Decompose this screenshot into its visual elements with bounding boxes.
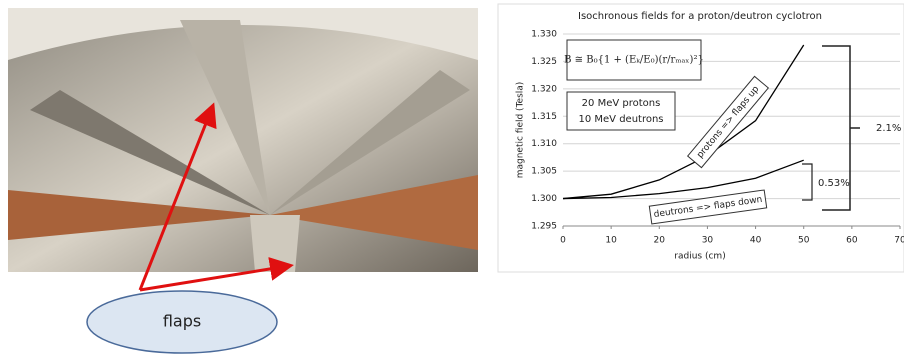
annotation: 10 MeV deutrons bbox=[578, 114, 663, 125]
series-line bbox=[562, 159, 804, 200]
x-tick-label: 70 bbox=[894, 236, 904, 246]
x-tick-label: 30 bbox=[702, 236, 714, 246]
x-tick-label: 0 bbox=[560, 236, 566, 246]
x-tick-label: 50 bbox=[798, 236, 810, 246]
photo bbox=[8, 8, 478, 272]
x-axis-label: radius (cm) bbox=[674, 252, 725, 262]
y-tick-label: 1.300 bbox=[531, 194, 557, 204]
y-tick-label: 1.320 bbox=[531, 84, 557, 94]
formula-box bbox=[566, 39, 702, 81]
x-tick-label: 20 bbox=[654, 236, 666, 246]
series-line bbox=[562, 44, 805, 200]
y-tick-label: 1.315 bbox=[531, 112, 557, 122]
y-tick-label: 1.325 bbox=[531, 57, 557, 67]
arrow bbox=[138, 102, 217, 291]
x-tick-label: 40 bbox=[750, 236, 762, 246]
callout-text: flaps bbox=[163, 312, 201, 331]
bracket bbox=[802, 163, 813, 201]
formula: B ≅ B₀{1 + (Eₖ/E₀)(r/rₘₐₓ)²} bbox=[564, 55, 704, 66]
chart-title: Isochronous fields for a proton/deutron … bbox=[578, 11, 822, 22]
bracket bbox=[822, 45, 860, 211]
annotation: 20 MeV protons bbox=[582, 98, 661, 109]
x-tick-label: 60 bbox=[846, 236, 858, 246]
x-tick-label: 10 bbox=[605, 236, 617, 246]
annotation: 2.1% bbox=[876, 123, 901, 134]
y-tick-label: 1.305 bbox=[531, 167, 557, 177]
label-box bbox=[686, 75, 770, 169]
y-tick-label: 1.295 bbox=[531, 222, 557, 232]
y-tick-label: 1.310 bbox=[531, 139, 557, 149]
arrow bbox=[139, 257, 294, 292]
label-box bbox=[648, 189, 768, 225]
y-axis-label: magnetic field (Tesla) bbox=[516, 82, 526, 179]
label-box bbox=[566, 91, 676, 131]
y-tick-label: 1.330 bbox=[531, 30, 557, 40]
callout-bubble bbox=[86, 290, 278, 354]
annotation: 0.53% bbox=[818, 178, 850, 189]
